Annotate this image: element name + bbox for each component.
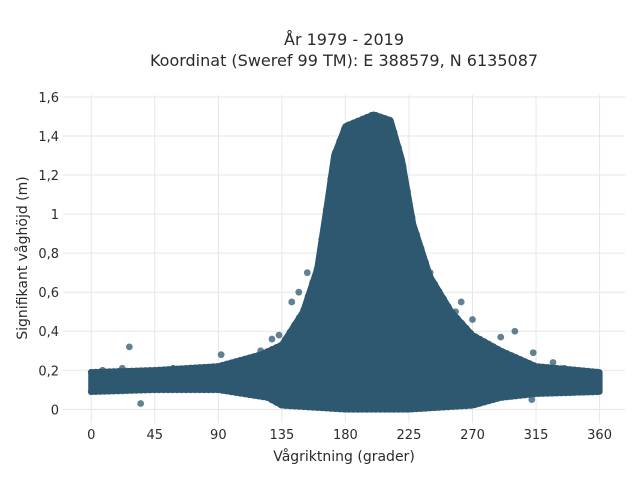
data-point	[169, 364, 177, 372]
data-point	[453, 314, 461, 322]
data-point	[593, 368, 601, 376]
data-point	[286, 328, 294, 336]
data-point	[386, 116, 393, 124]
data-point	[268, 335, 276, 343]
data-point	[511, 327, 519, 335]
data-point	[417, 245, 425, 252]
data-point	[452, 308, 459, 316]
data-point	[304, 292, 312, 300]
data-point	[277, 341, 285, 349]
data-point	[327, 175, 335, 183]
x-tick-label: 270	[460, 428, 485, 443]
y-tick-label: 1,4	[38, 130, 59, 145]
data-point	[318, 235, 326, 243]
data-point	[408, 214, 416, 221]
y-tick-label: 1,6	[38, 91, 59, 106]
data-point	[193, 364, 201, 372]
data-point	[426, 269, 434, 277]
y-tick-label: 0,6	[38, 286, 59, 301]
data-point	[295, 314, 303, 322]
data-point	[291, 321, 298, 329]
data-cloud	[88, 111, 603, 413]
data-point	[309, 279, 317, 286]
data-point	[435, 288, 443, 295]
data-point	[399, 162, 407, 170]
y-axis-label: Signifikant våghöjd (m)	[14, 176, 31, 339]
data-point	[257, 347, 265, 355]
data-point	[217, 351, 225, 359]
data-point	[229, 362, 236, 370]
data-point	[422, 259, 430, 266]
data-point	[560, 364, 568, 372]
data-point	[282, 335, 289, 343]
y-tick-label: 0,8	[38, 247, 59, 262]
chart-title-line-2: Koordinat (Sweref 99 TM): E 388579, N 61…	[150, 51, 538, 70]
data-point	[340, 125, 348, 133]
data-point	[404, 188, 411, 196]
data-point	[593, 388, 601, 396]
data-point	[529, 349, 537, 357]
data-point	[288, 298, 296, 306]
y-tick-label: 1	[51, 208, 59, 223]
data-point	[549, 359, 557, 366]
data-point	[137, 400, 145, 407]
y-tick-label: 0,2	[38, 364, 59, 379]
data-point	[336, 137, 344, 145]
x-tick-label: 45	[147, 428, 164, 443]
axis-layer: 0 45 90 135 180 225 270 315 360 0 0,2 0,4 0,6 0,8 1 1,2…	[38, 91, 612, 443]
y-tick-label: 0,4	[38, 325, 59, 340]
data-point	[390, 128, 398, 136]
data-point	[457, 298, 465, 306]
x-tick-label: 90	[210, 428, 227, 443]
data-point	[440, 295, 448, 303]
data-point	[528, 396, 536, 403]
data-point	[413, 231, 420, 238]
x-tick-label: 0	[87, 428, 95, 443]
data-point	[295, 288, 303, 296]
data-point	[458, 319, 466, 327]
data-point	[497, 333, 505, 341]
x-tick-label: 180	[333, 428, 358, 443]
data-point	[331, 149, 339, 156]
x-tick-label: 360	[587, 428, 612, 443]
data-point	[462, 324, 470, 332]
data-point	[431, 280, 439, 288]
x-axis-label: Vågriktning (grader)	[273, 448, 415, 465]
data-point	[322, 206, 330, 214]
chart-title-line-1: År 1979 - 2019	[284, 30, 404, 49]
data-point	[395, 144, 402, 152]
y-tick-label: 1,2	[38, 169, 59, 184]
data-point	[300, 306, 308, 314]
point-layer	[87, 111, 601, 413]
x-tick-label: 315	[524, 428, 549, 443]
x-tick-label: 225	[397, 428, 422, 443]
data-point	[118, 364, 126, 372]
x-tick-label: 135	[269, 428, 294, 443]
data-point	[125, 343, 133, 351]
data-point	[275, 331, 283, 339]
data-point	[303, 269, 311, 277]
data-point	[444, 303, 452, 310]
data-point	[469, 316, 476, 323]
data-point	[99, 366, 106, 374]
data-point	[313, 265, 321, 273]
y-tick-label: 0	[51, 403, 59, 418]
